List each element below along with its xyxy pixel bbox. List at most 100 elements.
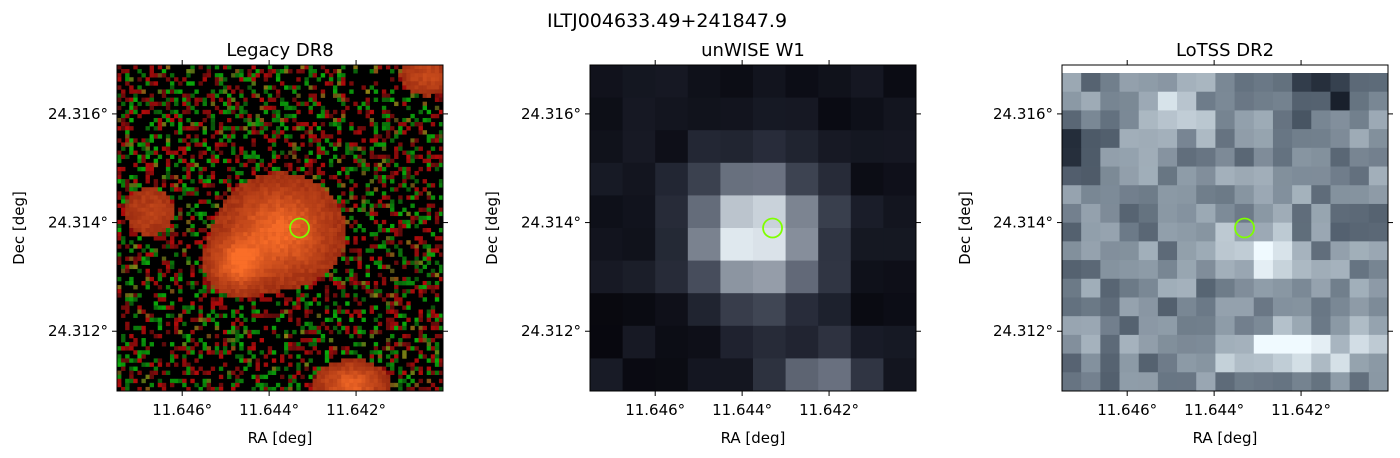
image-pixel: [410, 244, 415, 249]
image-pixel: [251, 89, 256, 94]
image-pixel: [418, 285, 423, 290]
image-pixel: [883, 260, 917, 294]
image-pixel: [239, 89, 244, 94]
image-pixel: [129, 187, 134, 192]
image-pixel: [1272, 185, 1293, 205]
image-pixel: [271, 134, 277, 139]
image-pixel: [145, 195, 150, 200]
image-pixel: [157, 276, 163, 282]
image-pixel: [1330, 353, 1351, 373]
image-pixel: [275, 366, 281, 371]
image-pixel: [1368, 334, 1389, 354]
image-pixel: [137, 244, 142, 249]
image-pixel: [157, 101, 163, 107]
image-pixel: [239, 170, 244, 176]
image-pixel: [332, 370, 338, 376]
image-pixel: [288, 150, 293, 155]
image-pixel: [259, 158, 265, 164]
image-pixel: [153, 162, 159, 168]
image-pixel: [292, 154, 297, 160]
image-pixel: [202, 150, 207, 155]
image-pixel: [149, 252, 154, 257]
image-pixel: [251, 305, 256, 310]
image-pixel: [385, 325, 391, 331]
image-pixel: [198, 256, 203, 261]
image-pixel: [125, 386, 130, 392]
image-pixel: [165, 138, 171, 143]
image-pixel: [137, 354, 142, 359]
image-pixel: [182, 175, 187, 180]
image-pixel: [251, 256, 256, 261]
image-pixel: [129, 346, 134, 351]
image-pixel: [121, 195, 126, 200]
image-pixel: [316, 187, 322, 192]
image-pixel: [1253, 73, 1274, 93]
image-pixel: [402, 97, 407, 102]
image-pixel: [687, 228, 721, 261]
image-pixel: [239, 256, 244, 261]
image-pixel: [267, 65, 273, 70]
image-pixel: [153, 199, 159, 204]
image-pixel: [280, 240, 285, 245]
image-pixel: [280, 354, 285, 359]
image-pixel: [296, 77, 301, 82]
image-pixel: [267, 138, 273, 143]
image-pixel: [341, 77, 346, 82]
image-pixel: [161, 223, 167, 229]
image-pixel: [308, 256, 313, 261]
image-pixel: [255, 154, 260, 160]
image-pixel: [365, 211, 370, 217]
image-pixel: [218, 228, 224, 233]
image-pixel: [117, 203, 122, 208]
image-pixel: [720, 358, 754, 392]
image-pixel: [349, 187, 354, 192]
image-pixel: [182, 126, 187, 131]
image-pixel: [210, 126, 216, 131]
image-pixel: [251, 236, 256, 241]
axes-frame: [1061, 64, 1389, 392]
image-pixel: [263, 219, 269, 225]
image-pixel: [288, 175, 293, 180]
image-pixel: [353, 374, 358, 380]
image-pixel: [349, 248, 354, 253]
image-pixel: [418, 207, 423, 213]
image-pixel: [369, 289, 375, 294]
image-pixel: [324, 109, 330, 115]
image-pixel: [390, 358, 395, 363]
image-pixel: [125, 126, 130, 131]
image-pixel: [357, 329, 362, 335]
image-pixel: [390, 293, 395, 298]
image-pixel: [255, 73, 260, 78]
image-pixel: [883, 97, 917, 131]
image-pixel: [381, 89, 387, 94]
image-pixel: [259, 272, 265, 278]
image-pixel: [365, 374, 370, 380]
image-pixel: [300, 175, 305, 180]
image-pixel: [390, 89, 395, 94]
image-pixel: [377, 374, 383, 380]
x-tick-label: 11.642°: [799, 401, 859, 419]
image-pixel: [390, 113, 395, 119]
image-pixel: [235, 219, 240, 225]
image-pixel: [316, 382, 322, 388]
image-pixel: [288, 134, 293, 139]
image-pixel: [373, 81, 379, 86]
image-pixel: [438, 228, 444, 233]
image-pixel: [385, 117, 391, 123]
image-pixel: [169, 175, 175, 180]
image-pixel: [369, 207, 375, 213]
image-pixel: [227, 195, 232, 200]
image-pixel: [145, 170, 150, 176]
image-pixel: [361, 366, 366, 371]
image-pixel: [267, 289, 273, 294]
image-pixel: [434, 342, 440, 347]
image-pixel: [418, 146, 423, 151]
image-pixel: [337, 382, 342, 388]
image-pixel: [398, 325, 403, 331]
image-pixel: [422, 81, 428, 86]
image-pixel: [247, 248, 252, 253]
image-pixel: [1330, 91, 1351, 111]
image-pixel: [275, 232, 281, 237]
image-pixel: [883, 195, 917, 229]
image-pixel: [353, 236, 358, 241]
